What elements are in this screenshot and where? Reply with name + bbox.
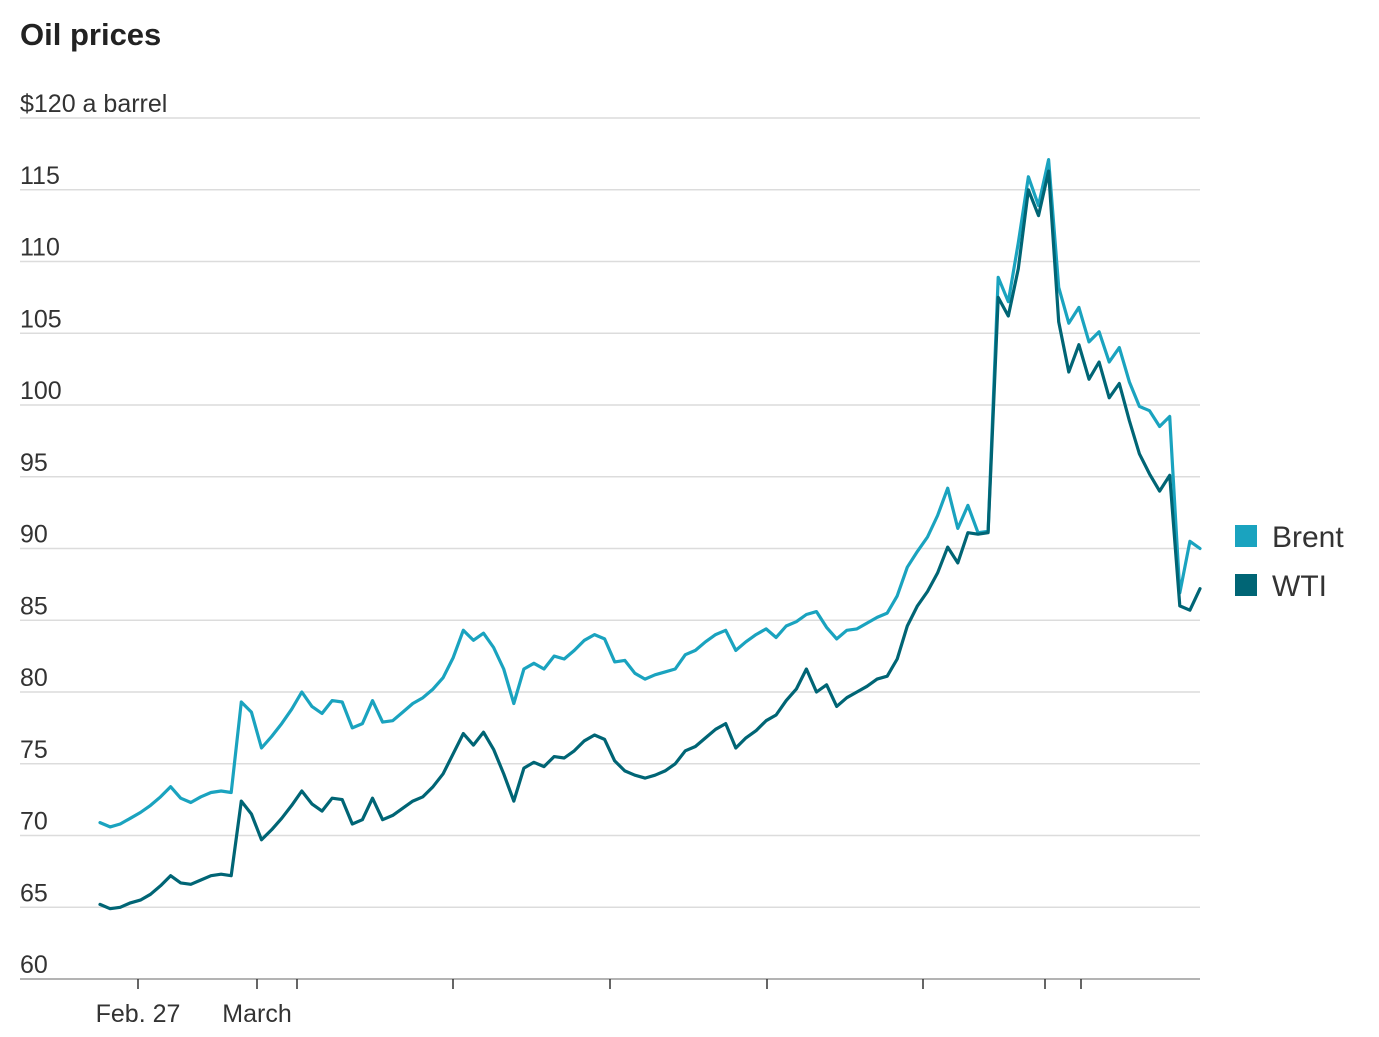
y-tick-label: 85 (20, 592, 48, 620)
y-tick-label: $120 a barrel (20, 90, 167, 118)
y-tick-label: 60 (20, 951, 48, 979)
chart-title: Oil prices (20, 17, 161, 52)
y-tick-label: 90 (20, 521, 48, 549)
y-axis-tick-labels: 60 65 70 75 80 85 90 95 100 105 110 115 $120 a barre… (20, 90, 167, 979)
y-tick-label: 70 (20, 808, 48, 836)
x-tick-label: Feb. 27 (96, 1000, 181, 1028)
series-lines (98, 158, 1202, 911)
y-tick-label: 100 (20, 377, 62, 405)
legend-label-brent: Brent (1272, 521, 1344, 554)
x-axis: Feb. 27 March (96, 979, 1082, 1028)
legend-swatch-brent (1235, 525, 1257, 547)
y-tick-label: 115 (20, 162, 60, 190)
y-tick-label: 80 (20, 664, 48, 692)
legend-swatch-wti (1235, 574, 1257, 596)
y-tick-label: 95 (20, 449, 48, 477)
x-tick-label: March (222, 1000, 291, 1028)
legend: Brent WTI (1235, 521, 1344, 603)
y-tick-label: 105 (20, 305, 62, 333)
gridlines (20, 117, 1200, 980)
series-line-wti (98, 169, 1202, 911)
y-tick-label: 75 (20, 736, 48, 764)
y-tick-label: 65 (20, 879, 48, 907)
y-tick-label: 110 (20, 234, 60, 262)
legend-label-wti: WTI (1272, 570, 1327, 603)
series-line-brent (98, 158, 1202, 829)
